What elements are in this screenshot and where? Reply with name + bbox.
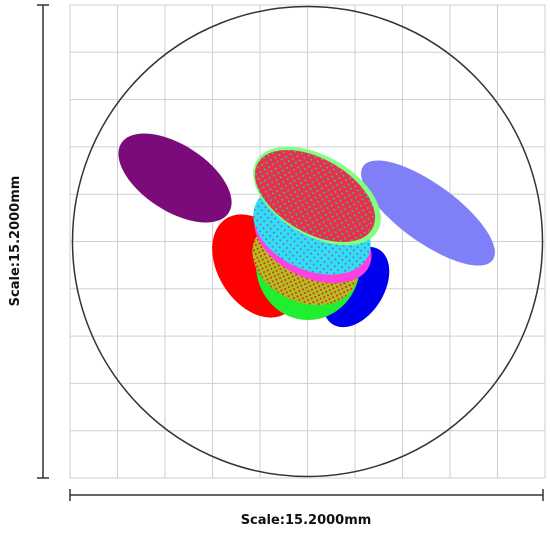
beam-spots bbox=[118, 133, 495, 328]
y-scale-bar bbox=[37, 4, 49, 479]
boundary-circle bbox=[71, 5, 544, 478]
x-scale-bar bbox=[69, 489, 544, 501]
spot-purple bbox=[118, 133, 232, 223]
x-scale-label: Scale:15.2000mm bbox=[241, 513, 372, 528]
y-scale-label: Scale:15.2000mm bbox=[8, 176, 23, 307]
spot-red-pattern bbox=[254, 150, 376, 242]
spot-lavender bbox=[361, 160, 495, 266]
